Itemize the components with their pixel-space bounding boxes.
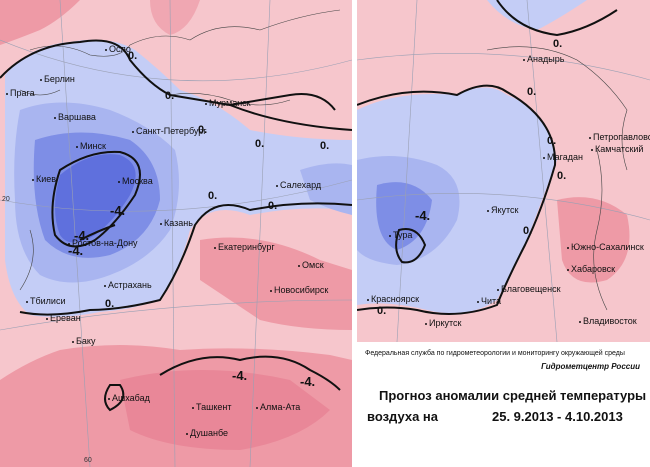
city-label: Южно-Сахалинск <box>567 242 644 252</box>
city-label: Анадырь <box>523 54 564 64</box>
isoline-label: 0. <box>553 38 563 50</box>
forecast-subtitle: воздуха на <box>367 409 439 424</box>
city-label: Киев <box>32 174 56 184</box>
right-forecast-map: 0. 0. 0. 0. -4. 0. 0. Анадырь Петропавло… <box>357 0 650 342</box>
panel-separator <box>352 0 357 467</box>
warm-anomaly-north <box>150 0 200 35</box>
forecast-title: Прогноз аномалии средней температуры <box>379 388 647 403</box>
grid-label: 60 <box>84 457 92 464</box>
city-label: Чита <box>477 296 501 306</box>
city-label: Красноярск <box>367 294 419 304</box>
city-label: Санкт-Петербург <box>132 126 207 136</box>
isoline-minus4-south <box>159 355 341 391</box>
isoline-zero-north <box>0 39 352 131</box>
isoline-label: 0. <box>208 190 218 202</box>
city-label: Варшава <box>54 112 96 122</box>
isoline-zero-main <box>357 84 557 315</box>
isoline-label: -4. <box>110 203 126 218</box>
left-map-canvas <box>0 0 352 467</box>
isoline-label: 0. <box>527 86 537 98</box>
city-label: Мурманск <box>205 98 251 108</box>
city-label: Минск <box>76 141 106 151</box>
isoline-label: -4. <box>415 208 431 223</box>
city-label: Камчатский <box>591 144 643 154</box>
isoline-zero-south <box>19 202 352 316</box>
isoline-label: 0. <box>105 298 115 310</box>
isoline-label: 0. <box>255 138 265 150</box>
city-label: Ростов-на-Дону <box>68 238 138 248</box>
city-label: Ташкент <box>192 402 231 412</box>
city-label: Берлин <box>40 74 75 84</box>
isoline-label: 0. <box>547 135 557 147</box>
center-name: Гидрометцентр России <box>541 362 640 371</box>
warm-anomaly-northwest <box>0 0 80 45</box>
isoline-minus4-tura <box>395 228 427 264</box>
city-label: Душанбе <box>186 428 228 438</box>
city-label: Баку <box>72 336 95 346</box>
isoline-label: 0. <box>268 200 278 212</box>
city-label: Хабаровск <box>567 264 615 274</box>
isoline-label: 0. <box>377 305 387 317</box>
city-label: Омск <box>298 260 324 270</box>
city-label: Салехард <box>276 180 321 190</box>
map-caption: Федеральная служба по гидрометеорологии … <box>357 342 650 467</box>
isoline-label: 0. <box>557 170 567 182</box>
forecast-period: 25. 9.2013 - 4.10.2013 <box>492 409 623 424</box>
city-label: Екатеринбург <box>214 242 275 252</box>
isoline-minus4-moscow <box>51 150 141 248</box>
city-label: Казань <box>160 218 193 228</box>
city-label: Якутск <box>487 205 519 215</box>
city-label: Благовещенск <box>497 284 561 294</box>
city-label: Владивосток <box>579 316 637 326</box>
city-label: Алма-Ата <box>256 402 300 412</box>
city-label: Магадан <box>543 152 583 162</box>
city-label: Астрахань <box>104 280 152 290</box>
isoline-label: 0. <box>320 140 330 152</box>
city-label: Новосибирск <box>270 285 328 295</box>
coastlines <box>19 9 341 291</box>
city-label: Петропавловск <box>589 132 650 142</box>
grid-label: 20 <box>2 196 10 203</box>
isolines <box>357 0 618 315</box>
right-map-canvas <box>357 0 650 342</box>
city-label: Ереван <box>46 313 81 323</box>
city-label: Тура <box>389 230 412 240</box>
city-label: Москва <box>118 176 153 186</box>
isoline-zero-north <box>496 0 618 37</box>
city-label: Иркутск <box>425 318 461 328</box>
left-forecast-map: 0. 0. 0. 0. 0. 0. -4. -4. -4. 0. 0. -4. … <box>0 0 352 467</box>
isoline-label: -4. <box>300 374 316 389</box>
city-label: Тбилиси <box>26 296 66 306</box>
cold-anomaly-north <box>487 0 587 30</box>
city-label: Прага <box>6 88 35 98</box>
isoline-label: 0. <box>165 90 175 102</box>
city-label: Осло <box>105 44 131 54</box>
isoline-label: -4. <box>232 368 248 383</box>
agency-name: Федеральная служба по гидрометеорологии … <box>365 350 625 357</box>
isoline-label: 0. <box>523 225 533 237</box>
isoline-minus4-ashgabat <box>104 384 125 412</box>
city-label: Ашхабад <box>108 393 150 403</box>
cold-anomaly-east <box>300 163 352 215</box>
cold-anomaly-deep <box>55 154 136 243</box>
warm-anomaly-sakhalin <box>557 197 630 283</box>
isoline-label: 0. <box>128 50 138 62</box>
